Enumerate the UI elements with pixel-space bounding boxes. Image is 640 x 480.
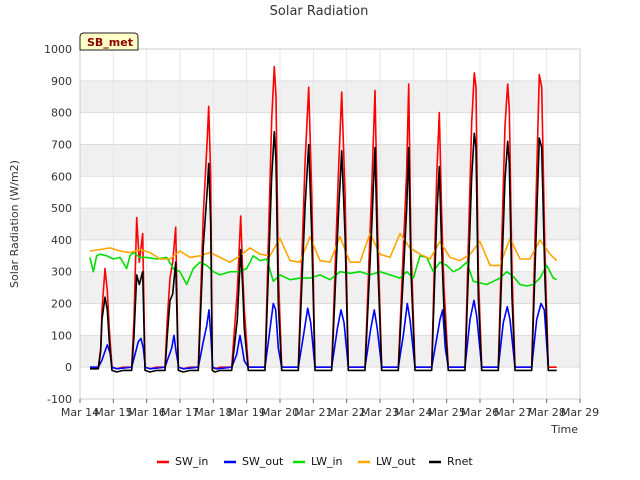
- y-tick-label: 400: [51, 234, 72, 247]
- x-tick-label: Mar 29: [561, 406, 599, 419]
- x-tick-label: Mar 21: [294, 406, 332, 419]
- y-tick-label: 100: [51, 329, 72, 342]
- legend-label-lw-out: LW_out: [376, 455, 416, 468]
- plot-band: [80, 303, 580, 336]
- plot-band: [80, 176, 580, 209]
- plot-band: [80, 271, 580, 304]
- x-tick-label: Mar 28: [528, 406, 566, 419]
- x-tick-label: Mar 18: [194, 406, 232, 419]
- plot-band: [80, 367, 580, 399]
- y-tick-label: 200: [51, 298, 72, 311]
- x-tick-label: Mar 27: [494, 406, 532, 419]
- station-tag: SB_met: [79, 32, 139, 51]
- plot-band: [80, 112, 580, 145]
- legend-label-sw-in: SW_in: [175, 455, 208, 468]
- series-line-lw-out: [89, 232, 558, 267]
- x-tick-label: Mar 19: [228, 406, 266, 419]
- legend-label-lw-in: LW_in: [311, 455, 343, 468]
- y-tick-label: -100: [47, 393, 72, 406]
- y-tick-label: 500: [51, 202, 72, 215]
- plot-band: [80, 208, 580, 240]
- x-tick-label: Mar 14: [61, 406, 99, 419]
- plot-band: [80, 335, 580, 368]
- x-tick-label: Mar 16: [128, 406, 166, 419]
- series-line-sw-out: [90, 299, 550, 370]
- y-tick-label: 900: [51, 75, 72, 88]
- station-tag-box: [79, 32, 139, 51]
- plot-area-frame: [79, 48, 581, 400]
- x-tick-label: Mar 26: [461, 406, 499, 419]
- legend-label-sw-out: SW_out: [242, 455, 284, 468]
- y-tick-label: 700: [51, 138, 72, 151]
- plot-band: [80, 239, 580, 272]
- series-lines: [89, 65, 558, 373]
- chart-title: Solar Radiation: [270, 4, 369, 19]
- y-tick-label: 800: [51, 107, 72, 120]
- y-tick-label: 600: [51, 170, 72, 183]
- plot-band: [80, 80, 580, 113]
- x-tick-label: Mar 23: [361, 406, 399, 419]
- x-tick-label: Mar 24: [394, 406, 432, 419]
- x-tick-label: Mar 15: [94, 406, 132, 419]
- x-axis-title: Time: [550, 423, 578, 436]
- y-tick-label: 0: [65, 361, 72, 374]
- x-tick-label: Mar 25: [428, 406, 466, 419]
- y-axis-title: Solar Radiation (W/m2): [8, 160, 21, 288]
- plot-background-bands: [80, 49, 580, 399]
- station-tag-label: SB_met: [87, 36, 133, 49]
- plot-band: [80, 49, 580, 81]
- y-tick-label: 1000: [44, 43, 72, 56]
- x-tick-label: Mar 20: [261, 406, 299, 419]
- plot-band: [80, 144, 580, 177]
- x-tick-label: Mar 17: [161, 406, 199, 419]
- series-line-rnet: [90, 130, 557, 373]
- y-tick-label: 300: [51, 266, 72, 279]
- y-axis-ticks: -100 0 100 200 300 400 500 600 700 800 900 1000: [44, 43, 72, 406]
- series-line-lw-in: [89, 251, 558, 287]
- x-tick-label: Mar 22: [328, 406, 366, 419]
- legend-label-rnet: Rnet: [447, 455, 473, 468]
- legend: SW_in SW_out LW_in LW_out Rnet: [157, 455, 473, 468]
